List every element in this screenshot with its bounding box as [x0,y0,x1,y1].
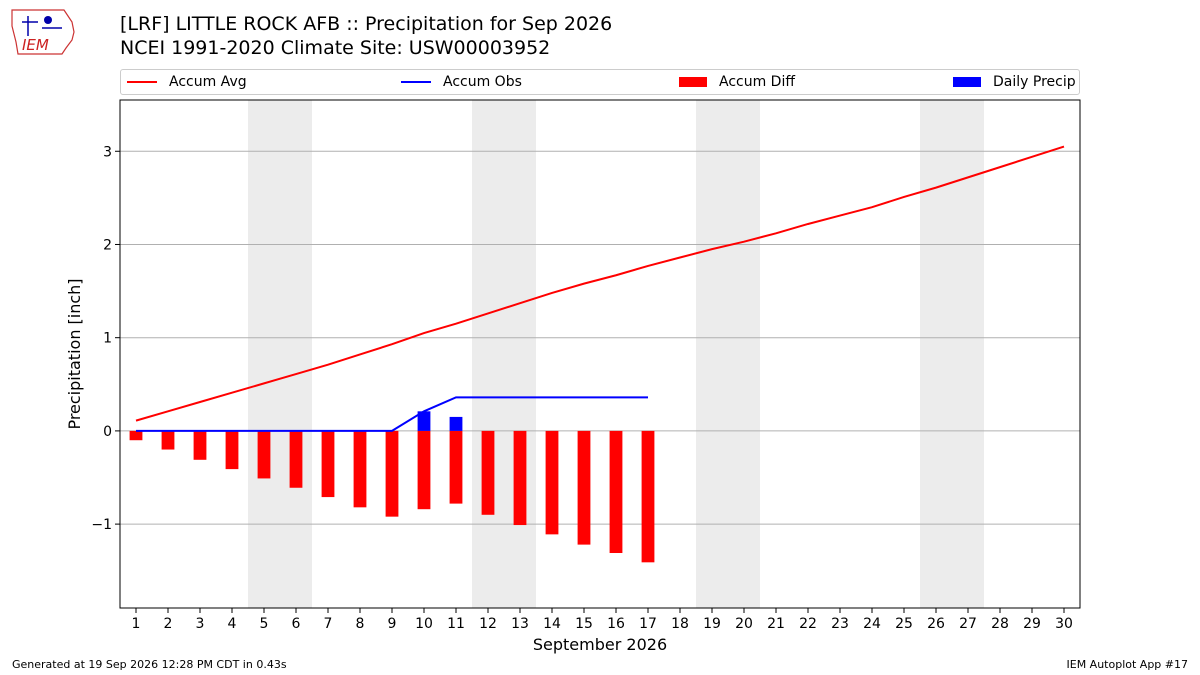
x-tick-label: 19 [703,616,721,632]
x-tick-label: 14 [543,616,561,632]
iem-logo: IEM [11,9,75,55]
accum-diff-bar [193,430,207,460]
x-tick-label: 30 [1055,616,1073,632]
legend-label: Daily Precip [993,74,1076,90]
x-tick-label: 16 [607,616,625,632]
x-tick-label: 7 [324,616,333,632]
x-tick-label: 2 [164,616,173,632]
x-tick-label: 28 [991,616,1009,632]
y-tick-label: 1 [103,331,112,347]
x-tick-label: 25 [895,616,913,632]
x-tick-label: 5 [260,616,269,632]
y-tick-label: −1 [91,517,112,533]
logo-text: IEM [22,36,49,54]
legend-label: Accum Avg [169,74,247,90]
legend-swatch [127,81,157,83]
y-tick-label: 3 [103,144,112,160]
x-tick-label: 21 [767,616,785,632]
bars [129,411,655,563]
grid-lines [120,150,1080,525]
legend-item-daily-precip: Daily Precip [953,70,1076,94]
accum-diff-bar [385,430,399,517]
accum-diff-bar [641,430,655,563]
daily-precip-bar [449,416,463,431]
weekend-band [248,100,312,608]
y-axis-label: Precipitation [inch] [65,278,84,429]
y-tick-label: 0 [103,424,112,440]
x-tick-label: 4 [228,616,237,632]
weekend-shading [248,100,984,608]
app-note: IEM Autoplot App #17 [1066,658,1189,671]
x-tick-label: 8 [356,616,365,632]
accum-diff-bar [129,430,143,441]
x-axis-label: September 2026 [533,635,667,654]
weekend-band [472,100,536,608]
accum-diff-bar [289,430,303,488]
lines [135,145,1065,432]
x-tick-label: 23 [831,616,849,632]
legend-label: Accum Diff [719,74,796,90]
x-tick-label: 22 [799,616,817,632]
weekend-band [696,100,760,608]
legend-swatch [679,77,707,87]
accum-diff-bar [609,430,623,554]
y-tick-label: 2 [103,237,112,253]
x-ticks: 1 2 3 4 5 6 7 8 9 10 11 12 13 14 15 16 17 18 19 20 21 22 23 24 2… [132,608,1073,632]
chart-title: [LRF] LITTLE ROCK AFB :: Precipitation f… [120,12,612,60]
x-tick-label: 29 [1023,616,1041,632]
x-tick-label: 24 [863,616,881,632]
legend-label: Accum Obs [443,74,522,90]
legend-item-accum-avg: Accum Avg [127,70,247,94]
plot-frame [119,99,1081,609]
x-tick-label: 18 [671,616,689,632]
accum-diff-bar [481,430,495,515]
x-tick-label: 1 [132,616,141,632]
legend: Accum Avg Accum Obs Accum Diff Daily Pre… [120,69,1080,95]
accum-diff-bar [545,430,559,535]
accum-diff-bar [321,430,335,498]
weekend-band [920,100,984,608]
x-tick-label: 20 [735,616,753,632]
x-tick-label: 3 [196,616,205,632]
legend-swatch [953,77,981,87]
accum-avg-line [135,145,1065,422]
x-tick-label: 13 [511,616,529,632]
legend-swatch [401,81,431,83]
daily-precip-bar [417,411,431,431]
title-line-1: [LRF] LITTLE ROCK AFB :: Precipitation f… [120,13,613,35]
accum-diff-bar [417,430,431,510]
x-tick-label: 12 [479,616,497,632]
accum-diff-bar [513,430,527,526]
generated-note: Generated at 19 Sep 2026 12:28 PM CDT in… [12,658,287,671]
accum-diff-bar [225,430,239,470]
x-tick-label: 6 [292,616,301,632]
x-tick-label: 17 [639,616,657,632]
x-tick-label: 11 [447,616,465,632]
x-tick-label: 9 [388,616,397,632]
x-tick-label: 27 [959,616,977,632]
y-ticks: −1 0 1 2 3 [91,144,120,533]
x-tick-label: 26 [927,616,945,632]
accum-diff-bar [449,430,463,504]
accum-obs-line [136,396,648,432]
x-tick-label: 10 [415,616,433,632]
legend-item-accum-obs: Accum Obs [401,70,522,94]
x-tick-label: 15 [575,616,593,632]
accum-diff-bar [577,430,591,545]
legend-item-accum-diff: Accum Diff [679,70,795,94]
accum-diff-bar [353,430,367,508]
title-line-2: NCEI 1991-2020 Climate Site: USW00003952 [120,37,551,59]
accum-diff-bar [161,430,175,450]
accum-diff-bar [257,430,271,479]
